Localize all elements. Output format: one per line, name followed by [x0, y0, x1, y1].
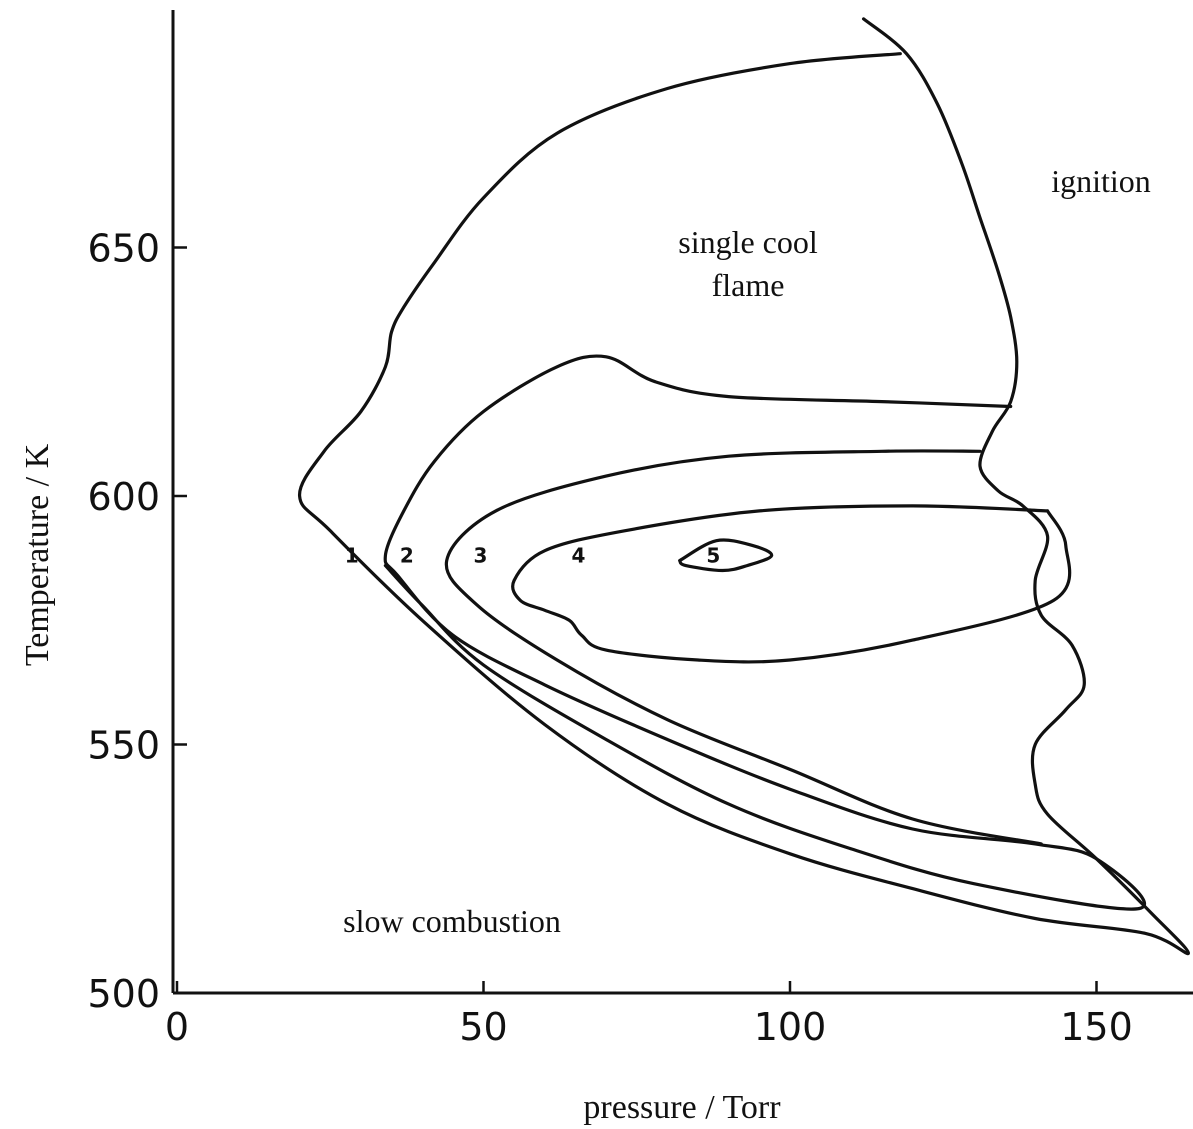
x-tick-label: 150 [1060, 1005, 1133, 1049]
boundary-curve-2 [383, 354, 1147, 911]
y-tick-label: 550 [87, 724, 160, 768]
lobe-number-label: 5 [706, 544, 720, 568]
region-label-flame: flame [712, 267, 785, 303]
y-tick-label: 500 [87, 972, 160, 1016]
x-ticks: 0 50 100 150 [165, 981, 1133, 1049]
boundary-curve-4 [511, 504, 1072, 664]
region-label-single-cool: single cool [678, 224, 818, 260]
curves [298, 17, 1190, 956]
x-tick-label: 50 [459, 1005, 507, 1049]
y-tick-label: 650 [87, 227, 160, 271]
x-axis-title: pressure / Torr [583, 1089, 781, 1126]
y-ticks: 500 550 600 650 [87, 227, 187, 1016]
region-label-slow-combustion: slow combustion [343, 903, 561, 939]
x-tick-label: 0 [165, 1005, 189, 1049]
region-label-ignition: ignition [1051, 163, 1151, 199]
lobe-labels: 1 2 3 4 5 [345, 544, 721, 568]
boundary-curve-5 [678, 538, 774, 573]
boundary-curve-1 [298, 17, 1190, 956]
boundary-curve-3 [444, 449, 1043, 846]
lobe-number-label: 1 [345, 544, 359, 568]
lobe-number-label: 3 [473, 544, 487, 568]
lobe-number-label: 4 [572, 544, 586, 568]
lobe-number-label: 2 [400, 544, 414, 568]
x-tick-label: 100 [754, 1005, 827, 1049]
y-axis-title: Temperature / K [19, 443, 56, 666]
axes [171, 10, 1193, 995]
y-tick-label: 600 [87, 475, 160, 519]
